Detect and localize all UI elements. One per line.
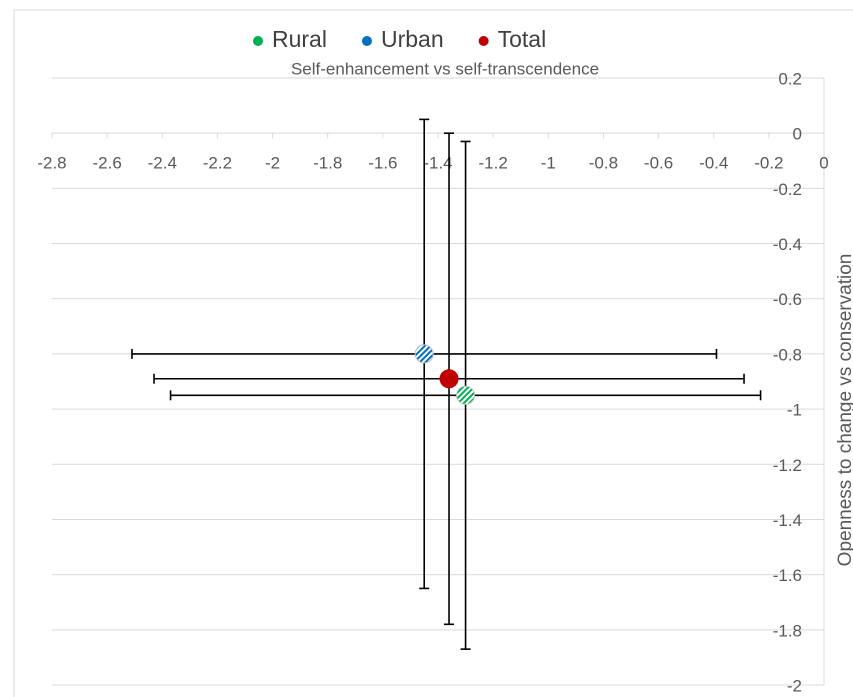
x-tick-label: -0.6	[644, 154, 673, 173]
y-tick-label: -0.6	[773, 290, 802, 309]
legend-marker	[478, 36, 489, 46]
y-tick-label: -1.2	[773, 456, 802, 475]
y-tick-label: -1.4	[773, 511, 802, 530]
legend-marker	[253, 36, 263, 46]
x-tick-label: -1.6	[368, 154, 397, 173]
x-tick-label: -2.2	[203, 154, 232, 173]
x-tick-label: -0.4	[699, 154, 728, 173]
x-tick-label: -1.4	[423, 154, 452, 173]
x-tick-label: -2	[265, 154, 280, 173]
x-tick-label: -2.4	[148, 154, 177, 173]
x-tick-label: -1.8	[313, 154, 342, 173]
x-axis-title: Self-enhancement vs self-transcendence	[291, 59, 599, 78]
chart-frame	[13, 9, 853, 697]
legend-marker	[361, 36, 372, 46]
x-tick-label: -1	[541, 154, 556, 173]
y-tick-label: 0.2	[778, 69, 802, 88]
y-tick-label: -0.4	[773, 235, 802, 254]
legend-label: Total	[498, 26, 547, 52]
y-tick-label: -0.8	[773, 345, 802, 364]
point	[439, 369, 459, 389]
y-tick-label: -1.8	[773, 621, 802, 640]
legend-label: Rural	[272, 26, 327, 52]
y-axis-title: Openness to change vs conservation	[835, 254, 853, 567]
x-tick-label: -0.2	[754, 154, 783, 173]
point	[456, 385, 476, 405]
x-tick-label: -2.6	[92, 154, 121, 173]
y-tick-label: -0.2	[773, 180, 802, 199]
x-tick-label: -1.2	[478, 154, 507, 173]
y-tick-label: -2	[787, 676, 802, 695]
point	[414, 344, 434, 364]
x-tick-label: -0.8	[589, 154, 618, 173]
x-tick-label: -2.8	[37, 154, 66, 173]
legend-label: Urban	[381, 26, 444, 52]
y-tick-label: -1.6	[773, 566, 802, 585]
y-tick-label: -1	[787, 401, 802, 420]
y-tick-label: 0	[793, 125, 802, 144]
x-tick-label: 0	[819, 154, 828, 173]
